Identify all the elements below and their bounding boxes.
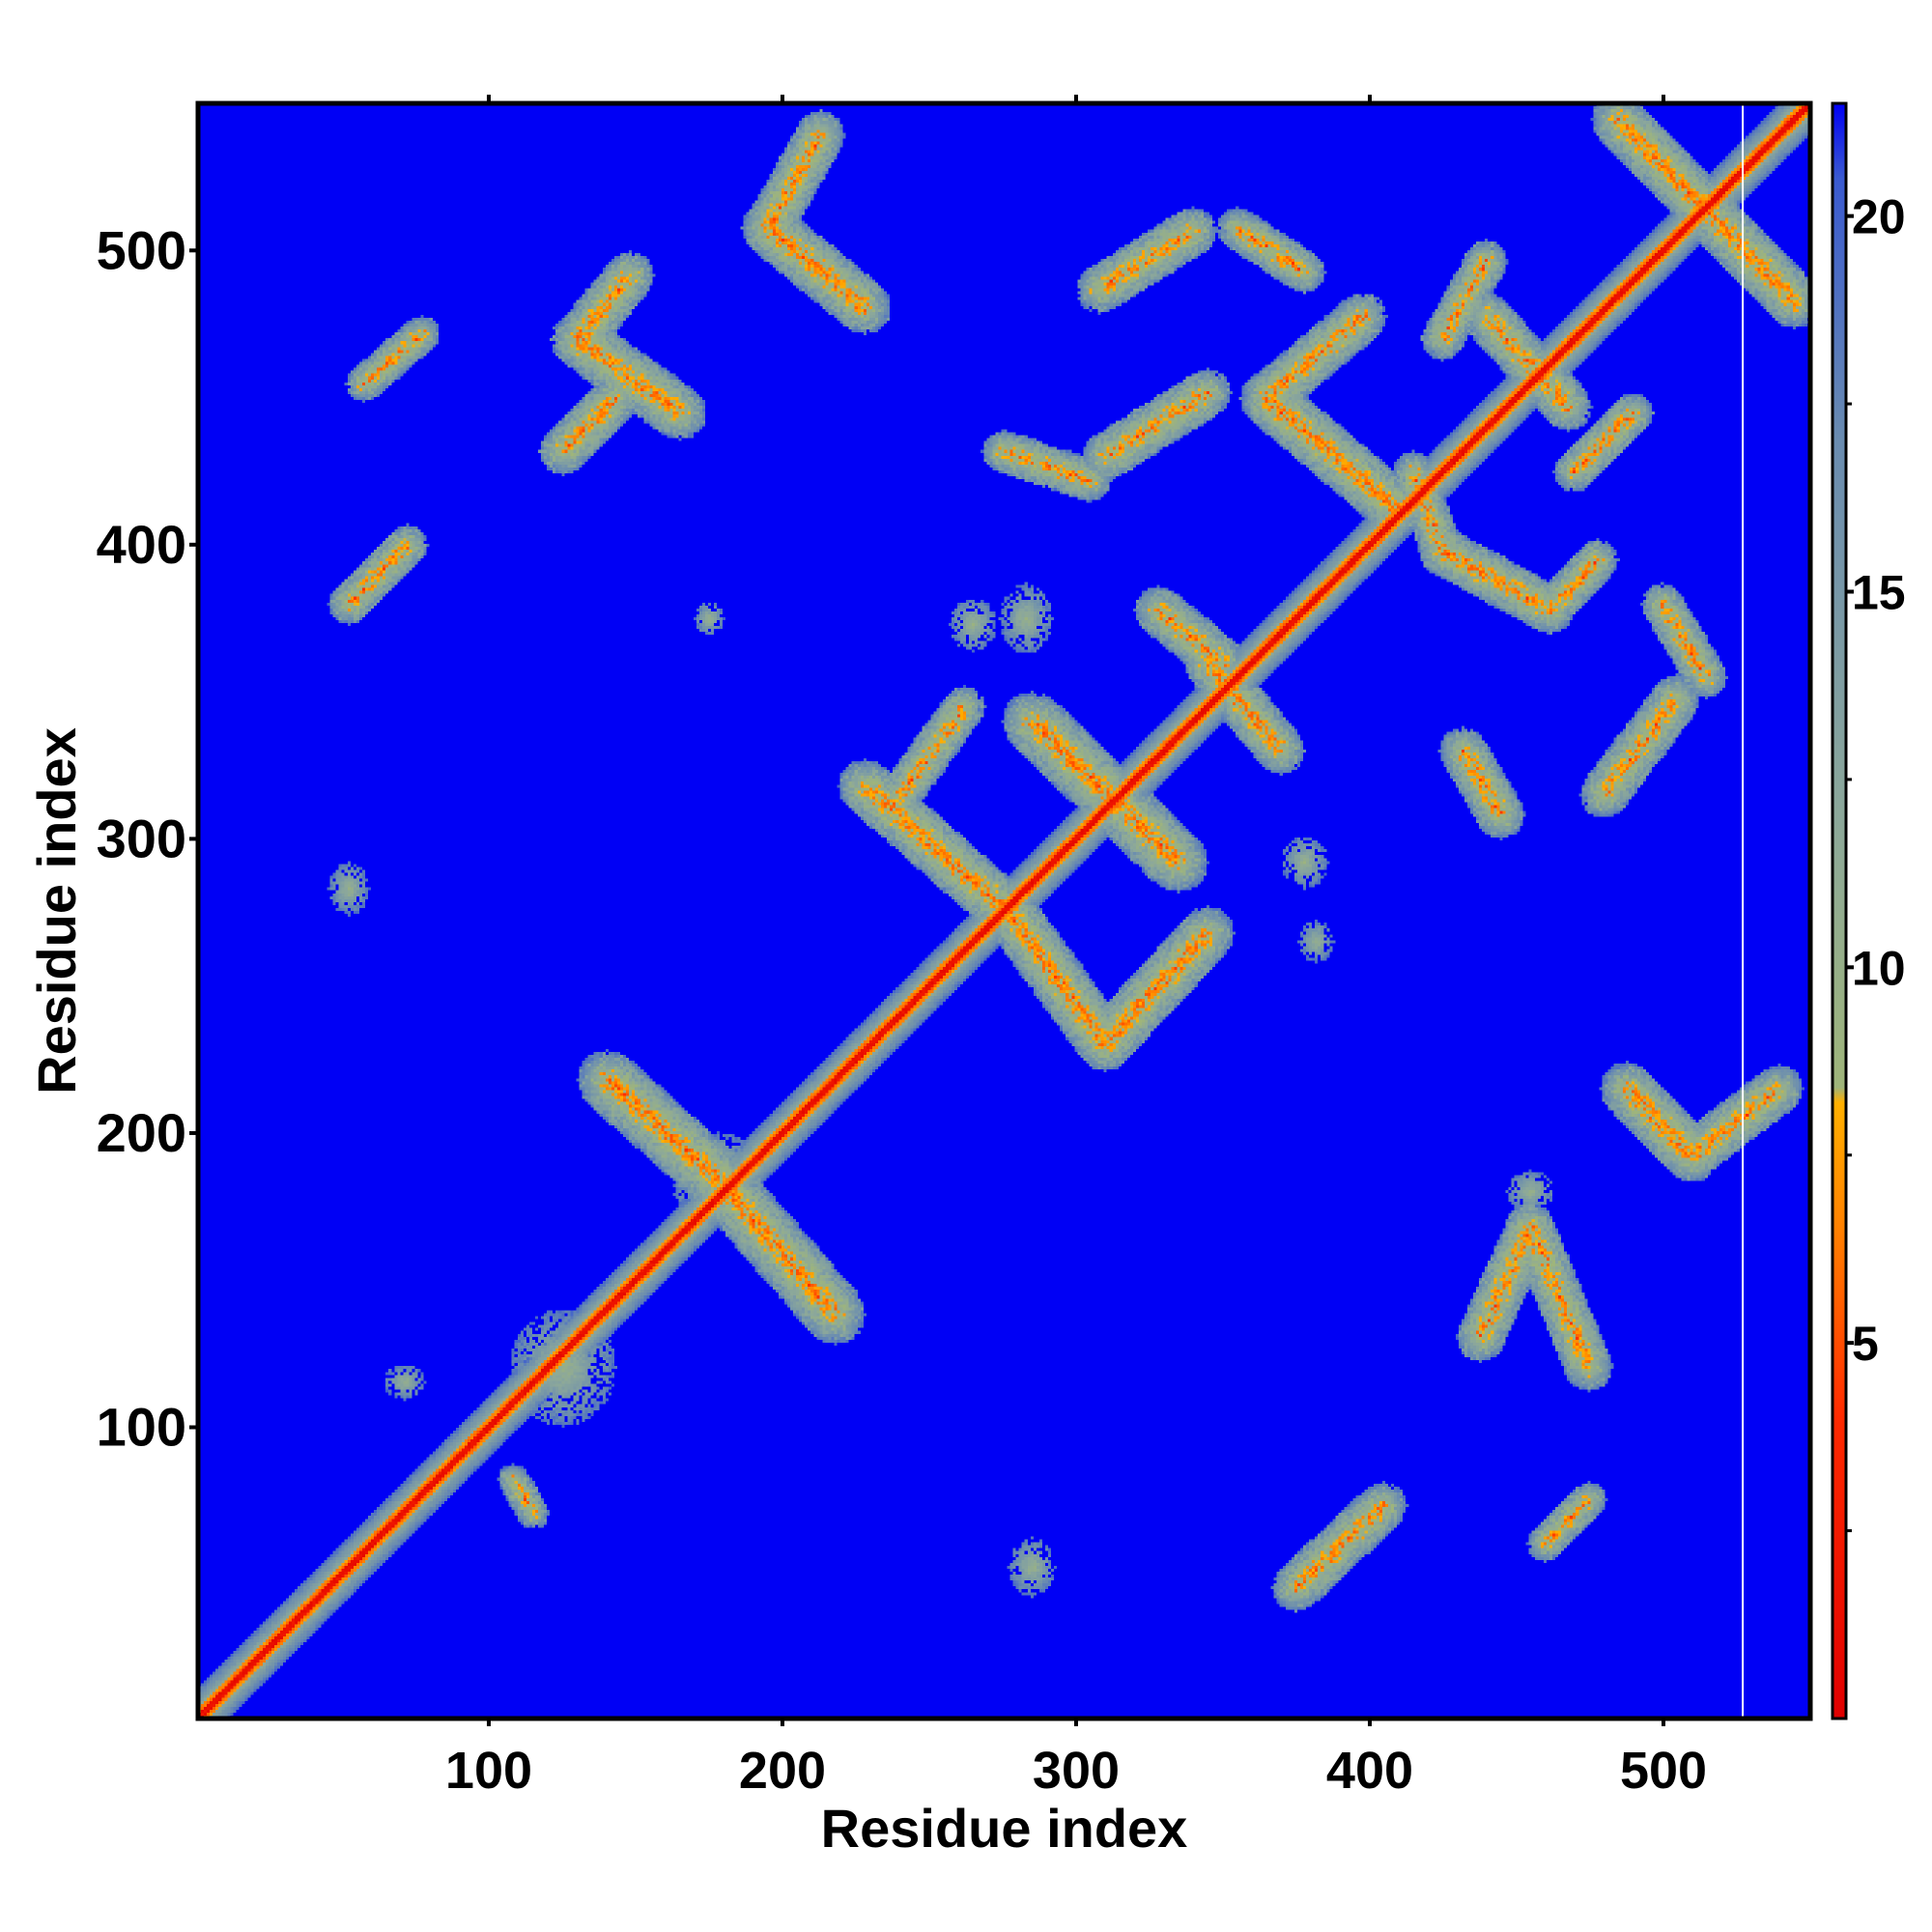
colorbar-tick-label: 15 <box>1852 565 1906 619</box>
plot-frame <box>195 100 1813 1721</box>
colorbar-gradient <box>1831 101 1848 1720</box>
y-tick-label: 200 <box>97 1102 186 1163</box>
heatmap-area <box>198 103 1810 1719</box>
x-axis-label: Residue index <box>821 1798 1188 1859</box>
x-tick-label: 300 <box>1033 1742 1120 1800</box>
x-tick-label: 400 <box>1326 1742 1413 1800</box>
colorbar: 5 10 15 20 <box>1831 101 1906 1720</box>
contact-map-cells <box>198 103 1810 1719</box>
x-tick-label: 500 <box>1620 1742 1707 1800</box>
y-tick-label: 400 <box>97 514 186 575</box>
x-tick-label: 200 <box>739 1742 826 1800</box>
y-axis-ticks: 100 200 300 400 500 <box>97 219 198 1457</box>
y-tick-label: 100 <box>97 1396 186 1457</box>
y-tick-label: 500 <box>97 219 186 280</box>
x-tick-label: 100 <box>445 1742 532 1800</box>
colorbar-tick-label: 5 <box>1852 1317 1879 1371</box>
y-axis-label: Residue index <box>26 727 87 1094</box>
colorbar-tick-label: 10 <box>1852 941 1906 995</box>
x-axis-ticks: 100 200 300 400 500 <box>445 95 1707 1800</box>
y-tick-label: 300 <box>97 808 186 868</box>
colorbar-ticks: 5 10 15 20 <box>1846 190 1906 1533</box>
colorbar-tick-label: 20 <box>1852 190 1906 244</box>
